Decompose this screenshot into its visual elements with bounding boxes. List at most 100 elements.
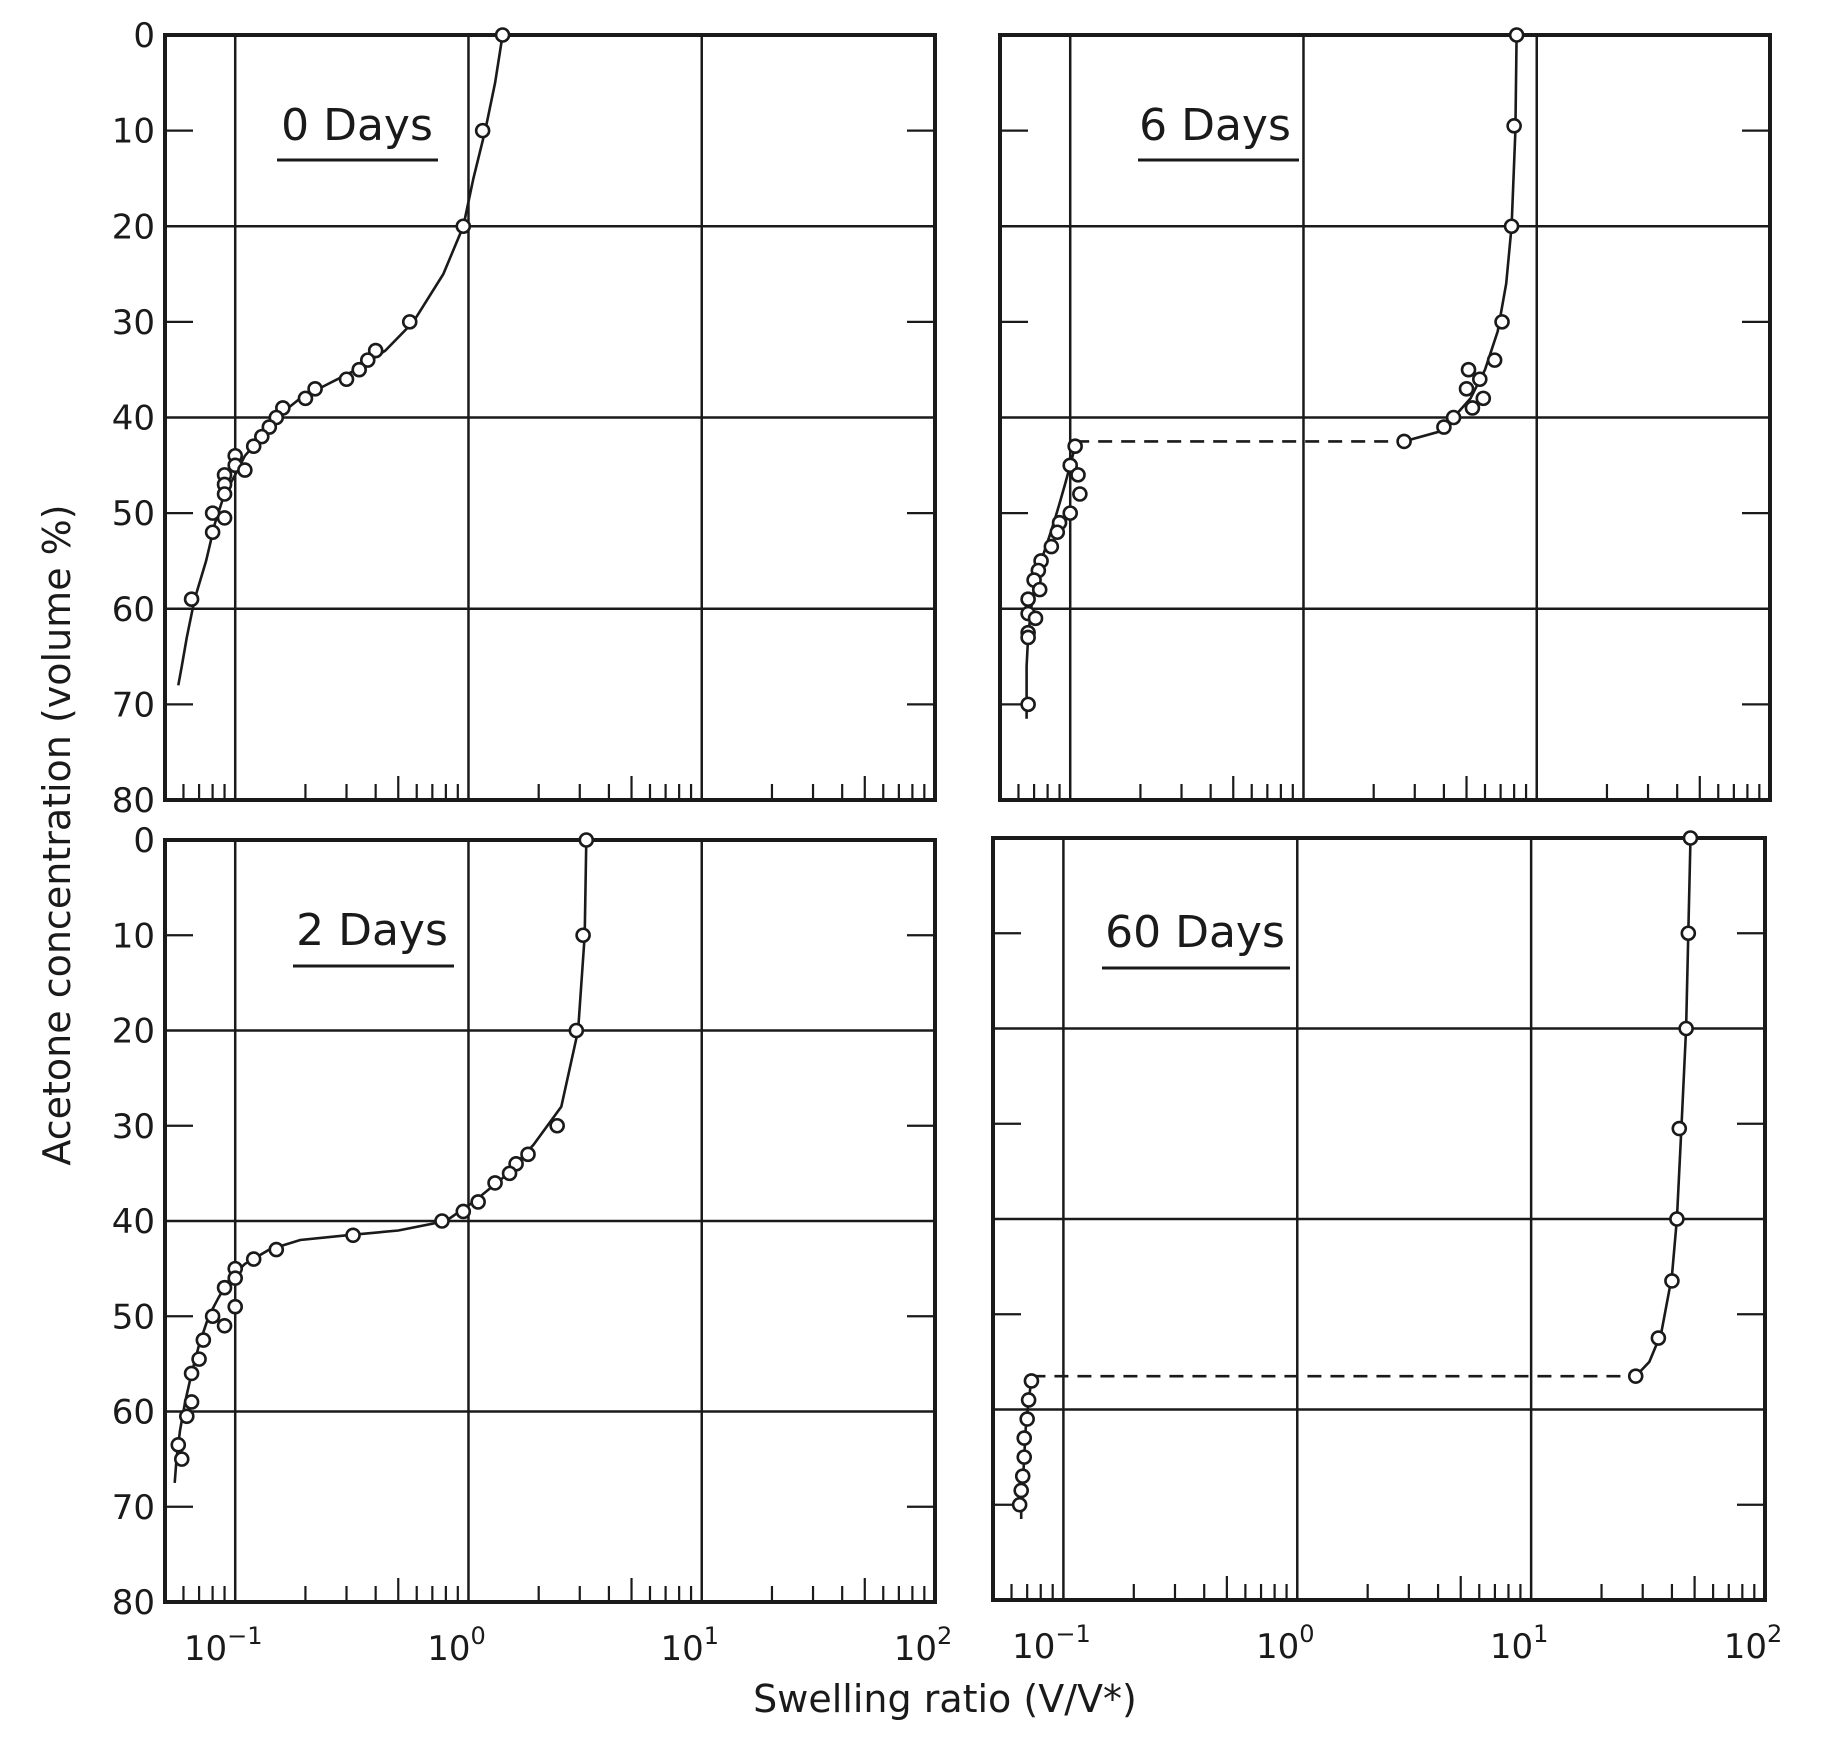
- panel-title: 6 Days: [1139, 100, 1291, 151]
- data-point: [1486, 352, 1503, 368]
- data-point: [1020, 629, 1036, 646]
- data-point: [455, 1203, 472, 1220]
- data-point: [1436, 419, 1452, 435]
- panel-title: 0 Days: [281, 100, 433, 151]
- data-point: [474, 122, 491, 139]
- data-point: [455, 218, 472, 235]
- panel-0-days: 0 Days: [163, 27, 937, 802]
- data-point: [1650, 1330, 1667, 1346]
- data-point: [1471, 371, 1488, 388]
- data-point: [359, 352, 376, 368]
- data-point: [1023, 1373, 1040, 1389]
- y-tick-label: 10: [112, 112, 155, 152]
- y-tick-label: 80: [112, 1583, 155, 1623]
- y-tick-label: 50: [112, 1297, 155, 1337]
- data-point: [204, 1308, 221, 1325]
- data-point: [1014, 1468, 1031, 1484]
- data-point: [1460, 361, 1477, 378]
- x-tick-label: 102: [894, 1622, 953, 1669]
- y-tick-label: 60: [112, 1393, 155, 1433]
- panel-60-days: 60 Days: [991, 830, 1767, 1602]
- data-point: [216, 510, 233, 526]
- data-point: [1062, 505, 1079, 521]
- y-tick-labels-bottom: 0 10 20 30 40 50 60 70 80: [112, 821, 155, 1623]
- data-point: [191, 1351, 207, 1367]
- data-point: [1669, 1211, 1685, 1227]
- data-point: [1671, 1120, 1688, 1137]
- series-line: [1634, 837, 1692, 1378]
- data-point: [173, 1451, 190, 1467]
- x-tick-label: 102: [1724, 1620, 1783, 1667]
- panel-title: 2 Days: [296, 905, 448, 956]
- panel-frame: [991, 836, 1767, 1602]
- x-tick-labels-right: 10−1 100 101 102: [1012, 1620, 1782, 1667]
- data-point: [1020, 696, 1036, 713]
- data-point: [1506, 118, 1522, 134]
- data-point: [1464, 400, 1481, 416]
- data-point: [1067, 438, 1083, 454]
- y-tick-label: 20: [112, 207, 155, 247]
- data-point: [1027, 610, 1044, 627]
- data-point: [1049, 524, 1066, 541]
- data-point: [227, 1298, 244, 1315]
- panel-frame: [163, 33, 937, 802]
- data-point: [520, 1146, 536, 1163]
- panel-title: 60 Days: [1105, 907, 1285, 958]
- data-point: [1503, 218, 1520, 235]
- data-point: [1445, 409, 1462, 426]
- data-point: [227, 1270, 244, 1286]
- data-point: [204, 524, 221, 541]
- y-tick-label: 60: [112, 590, 155, 630]
- data-point: [245, 438, 262, 454]
- data-point: [1013, 1482, 1029, 1499]
- data-point: [1020, 1392, 1037, 1408]
- data-point: [307, 381, 323, 397]
- x-tick-label: 10−1: [1012, 1620, 1091, 1667]
- data-point: [216, 1279, 233, 1296]
- data-point: [351, 361, 367, 378]
- data-point: [575, 927, 591, 944]
- series-line: [1403, 34, 1518, 443]
- data-point: [1011, 1496, 1028, 1513]
- data-point: [367, 342, 384, 359]
- y-tick-label: 50: [112, 494, 155, 534]
- y-tick-label: 40: [112, 399, 155, 439]
- panel-6-days: 6 Days: [998, 27, 1772, 802]
- y-tick-label: 70: [112, 1488, 155, 1528]
- y-tick-label: 80: [112, 781, 155, 821]
- data-point: [1020, 591, 1036, 607]
- data-point: [170, 1437, 187, 1453]
- data-point: [178, 1408, 195, 1425]
- y-tick-label: 10: [112, 916, 155, 956]
- series-line: [173, 839, 588, 1483]
- data-point: [1664, 1273, 1680, 1289]
- panel-frame: [998, 33, 1772, 802]
- data-point: [237, 462, 253, 478]
- y-tick-label: 0: [133, 16, 155, 56]
- data-point: [1016, 1430, 1033, 1446]
- x-tick-label: 100: [1256, 1620, 1315, 1667]
- data-point: [1016, 1449, 1033, 1465]
- x-tick-label: 10−1: [184, 1622, 263, 1669]
- data-point: [1682, 830, 1699, 846]
- y-tick-label: 30: [112, 1107, 155, 1147]
- data-point: [1627, 1368, 1644, 1384]
- x-axis-title: Swelling ratio (V/V*): [753, 1677, 1137, 1721]
- data-point: [1678, 1020, 1694, 1037]
- x-tick-labels-left: 10−1 100 101 102: [184, 1622, 952, 1669]
- data-point: [297, 390, 314, 407]
- data-point: [1072, 486, 1088, 502]
- data-point: [1019, 1411, 1035, 1427]
- data-point: [487, 1175, 503, 1191]
- data-point: [1396, 433, 1412, 450]
- data-point: [216, 486, 233, 502]
- x-tick-label: 101: [660, 1622, 719, 1669]
- data-point: [253, 428, 270, 445]
- data-point: [345, 1227, 361, 1244]
- data-point: [183, 1365, 200, 1382]
- data-point: [1458, 381, 1475, 397]
- data-point: [183, 1394, 200, 1410]
- y-tick-label: 70: [112, 685, 155, 725]
- y-tick-label: 20: [112, 1012, 155, 1052]
